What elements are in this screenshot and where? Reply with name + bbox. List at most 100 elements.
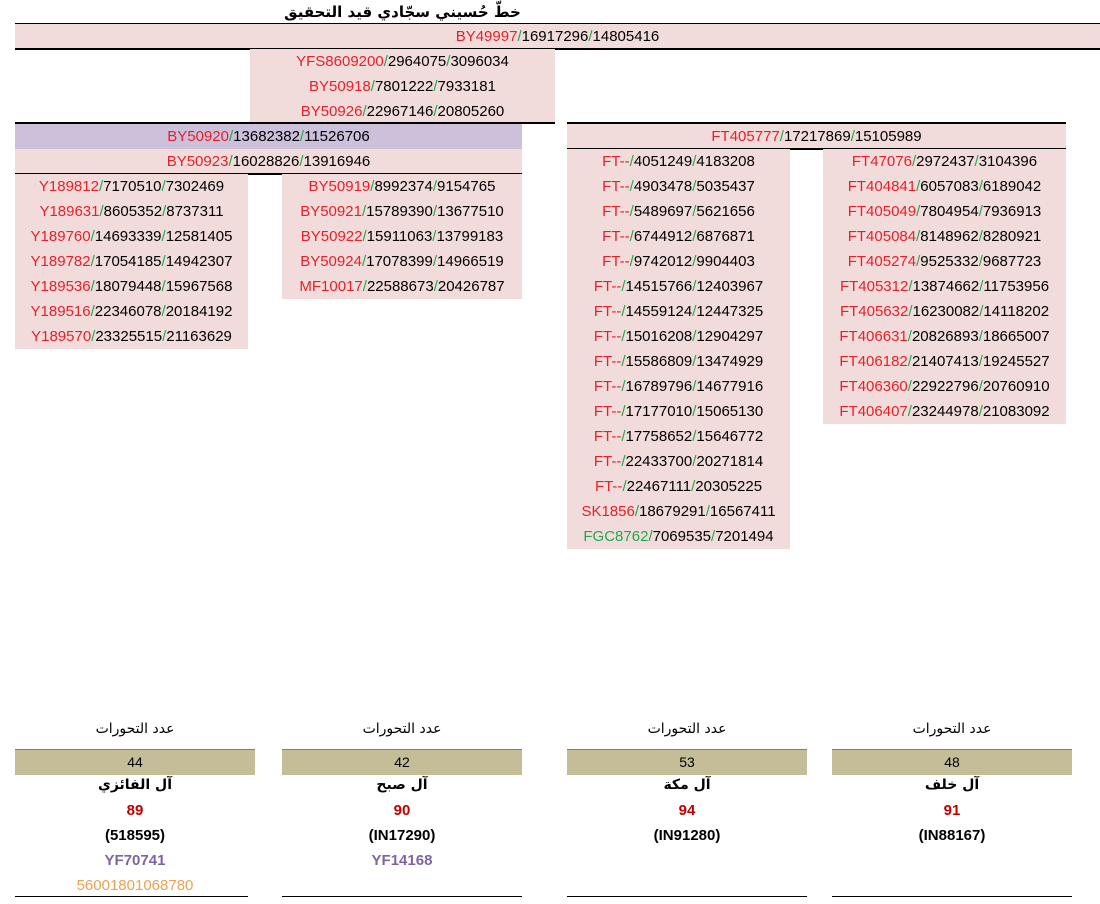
separator: / bbox=[98, 178, 104, 195]
col3-row: FT--/14515766/12403967 bbox=[567, 274, 790, 299]
position-grch38: 18665007 bbox=[982, 328, 1050, 345]
position-grch38: 20305225 bbox=[695, 478, 763, 495]
col3-row: FT--/14559124/12447325 bbox=[567, 299, 790, 324]
position-grch37: 16230082 bbox=[912, 303, 980, 320]
separator: / bbox=[299, 128, 305, 145]
snp-name: FT-- bbox=[594, 478, 623, 495]
snp-name: FT-- bbox=[602, 253, 630, 270]
snp-name: FT-- bbox=[593, 353, 622, 370]
separator: / bbox=[370, 78, 375, 95]
separator: / bbox=[692, 378, 697, 395]
mutation-count-label: عدد التحورات bbox=[95, 721, 175, 737]
position-grch37: 2972437 bbox=[916, 153, 975, 170]
col3-row: FT--/17758652/15646772 bbox=[567, 424, 790, 449]
separator: / bbox=[229, 128, 234, 145]
position-grch38: 20805260 bbox=[437, 103, 505, 120]
col3-row: FT--/4903478/5035437 bbox=[567, 174, 790, 199]
separator: / bbox=[692, 428, 697, 445]
position-grch37: 14693339 bbox=[94, 228, 162, 245]
position-grch38: 20184192 bbox=[165, 303, 233, 320]
kit-number: (518595) bbox=[104, 827, 166, 844]
position-grch37: 21407413 bbox=[911, 353, 979, 370]
separator: / bbox=[916, 203, 921, 220]
position-grch38: 14942307 bbox=[165, 253, 233, 270]
position-grch37: 2964075 bbox=[387, 53, 447, 70]
footer-underline bbox=[567, 896, 807, 897]
separator: / bbox=[588, 28, 593, 45]
snp-name: FT-- bbox=[593, 378, 622, 395]
snp-name: FGC8762 bbox=[583, 528, 649, 545]
family-name: آل خلف bbox=[924, 777, 980, 793]
separator: / bbox=[907, 328, 912, 345]
snp-name: FT-- bbox=[593, 428, 622, 445]
separator: / bbox=[711, 528, 716, 545]
separator: / bbox=[979, 278, 984, 295]
separator: / bbox=[978, 253, 983, 270]
separator: / bbox=[692, 328, 697, 345]
snp-name: FT405049 bbox=[847, 203, 917, 220]
separator: / bbox=[162, 328, 167, 345]
footer-underline bbox=[15, 896, 248, 897]
position-grch38: 3104396 bbox=[978, 153, 1038, 170]
col4-row: FT405632/16230082/14118202 bbox=[823, 299, 1066, 324]
position-grch38: 5621656 bbox=[696, 203, 755, 220]
separator: / bbox=[978, 378, 983, 395]
separator: / bbox=[692, 153, 697, 170]
mutation-count-label: عدد التحورات bbox=[647, 721, 727, 737]
snp-name: FT-- bbox=[602, 153, 630, 170]
separator: / bbox=[978, 353, 983, 370]
separator: / bbox=[692, 178, 697, 195]
separator: / bbox=[692, 303, 697, 320]
position-grch38: 15967568 bbox=[165, 278, 233, 295]
position-grch38: 9154765 bbox=[437, 178, 496, 195]
separator: / bbox=[621, 428, 626, 445]
separator: / bbox=[90, 278, 95, 295]
snp-name: FT406360 bbox=[839, 378, 908, 395]
col1-row: Y189812/7170510/7302469 bbox=[15, 174, 248, 199]
top-chain-row: YFS8609200/2964075/3096034 bbox=[250, 49, 555, 74]
position-grch38: 19245527 bbox=[982, 353, 1050, 370]
separator: / bbox=[622, 478, 627, 495]
position-grch38: 5035437 bbox=[696, 178, 755, 195]
separator: / bbox=[908, 278, 913, 295]
separator: / bbox=[621, 453, 626, 470]
position-grch38: 9687723 bbox=[982, 253, 1042, 270]
position-grch38: 13799183 bbox=[436, 228, 504, 245]
col3-row: FT--/17177010/15065130 bbox=[567, 399, 790, 424]
separator: / bbox=[161, 303, 166, 320]
separator: / bbox=[90, 253, 95, 270]
separator: / bbox=[362, 103, 367, 120]
mutation-count: 48 bbox=[832, 749, 1072, 775]
position-grch38: 13916946 bbox=[303, 153, 371, 170]
position-grch37: 15586809 bbox=[625, 353, 693, 370]
position-grch37: 7069535 bbox=[652, 528, 712, 545]
separator: / bbox=[979, 303, 984, 320]
separator: / bbox=[621, 303, 626, 320]
snp-name: FT406407 bbox=[839, 403, 908, 420]
separator: / bbox=[692, 203, 697, 220]
col4-row: FT406360/22922796/20760910 bbox=[823, 374, 1066, 399]
separator: / bbox=[692, 453, 697, 470]
snp-name: FT405084 bbox=[847, 228, 917, 245]
separator: / bbox=[907, 403, 912, 420]
separator: / bbox=[692, 228, 697, 245]
position-grch37: 6744912 bbox=[633, 228, 693, 245]
separator: / bbox=[692, 403, 697, 420]
sample-id: 56001801068780 bbox=[76, 877, 194, 894]
col2-row: BY50922/15911063/13799183 bbox=[282, 224, 522, 249]
col4-row: FT404841/6057083/6189042 bbox=[823, 174, 1066, 199]
match-percent: 89 bbox=[126, 802, 144, 819]
col4-row: FT405049/7804954/7936913 bbox=[823, 199, 1066, 224]
terminal-snp: YF70741 bbox=[104, 852, 166, 869]
position-grch38: 21083092 bbox=[982, 403, 1050, 420]
separator: / bbox=[629, 153, 634, 170]
position-grch38: 14118202 bbox=[983, 303, 1050, 320]
separator: / bbox=[99, 203, 104, 220]
position-grch37: 22467111 bbox=[626, 478, 692, 495]
position-grch38: 21163629 bbox=[166, 328, 232, 345]
separator: / bbox=[850, 128, 855, 145]
col3-row: FT--/15586809/13474929 bbox=[567, 349, 790, 374]
position-grch37: 4051249 bbox=[633, 153, 693, 170]
mutation-count-label: عدد التحورات bbox=[912, 721, 992, 737]
snp-name: BY50919 bbox=[308, 178, 371, 195]
